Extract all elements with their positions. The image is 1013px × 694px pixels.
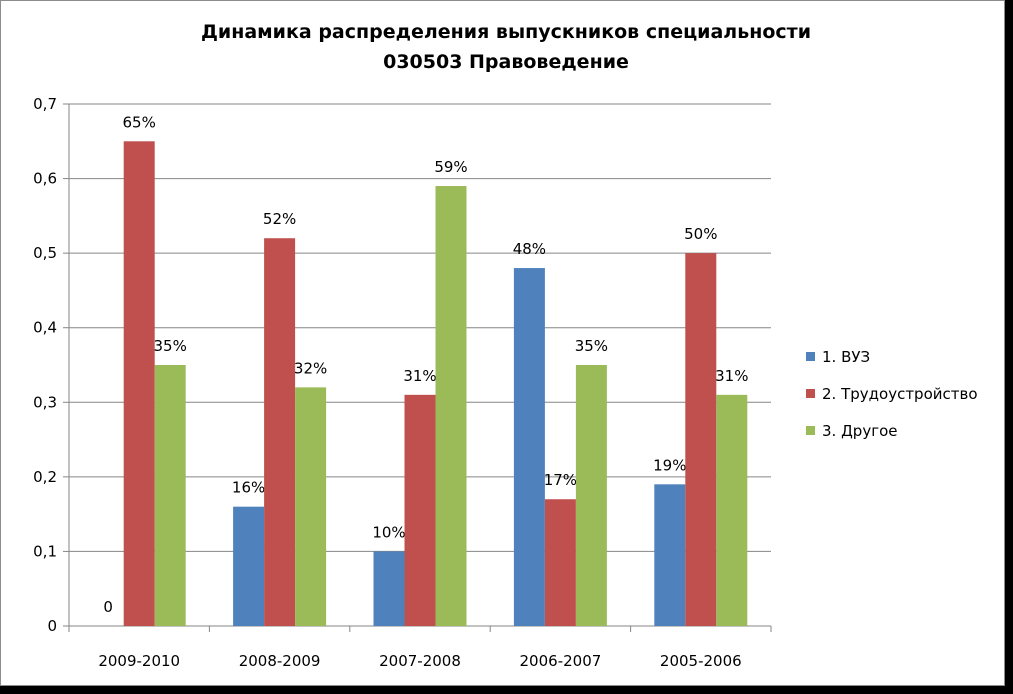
bar <box>295 387 327 626</box>
bar <box>716 394 748 626</box>
legend-label-vuz: 1. ВУЗ <box>822 347 871 366</box>
data-label: 0 <box>103 598 113 616</box>
category-label: 2006-2007 <box>520 652 602 670</box>
bar <box>373 551 405 626</box>
data-label: 35% <box>154 337 187 355</box>
legend-item-other: 3. Другое <box>806 412 978 449</box>
legend-label-other: 3. Другое <box>822 421 898 440</box>
y-tick-label: 0,6 <box>33 170 57 188</box>
data-label: 52% <box>263 210 296 228</box>
legend: 1. ВУЗ 2. Трудоустройство 3. Другое <box>806 338 978 449</box>
data-label: 35% <box>575 337 608 355</box>
data-label: 16% <box>232 479 265 497</box>
y-tick-label: 0,1 <box>33 542 57 560</box>
chart-title-line-1: Динамика распределения выпускников специ… <box>200 21 812 43</box>
y-tick-label: 0,4 <box>33 319 57 337</box>
data-label: 59% <box>434 158 467 176</box>
legend-swatch-vuz <box>806 352 815 361</box>
bar <box>123 141 155 627</box>
data-label: 65% <box>123 113 156 131</box>
data-label: 50% <box>684 225 717 243</box>
bar <box>404 394 436 626</box>
legend-item-employment: 2. Трудоустройство <box>806 375 978 412</box>
data-label: 31% <box>403 367 436 385</box>
y-tick-label: 0,2 <box>33 468 57 486</box>
bar <box>685 253 717 626</box>
legend-swatch-other <box>806 426 815 435</box>
category-label: 2008-2009 <box>239 652 321 670</box>
data-label: 19% <box>653 456 686 474</box>
bar <box>154 365 186 626</box>
data-label: 32% <box>294 359 327 377</box>
data-label: 48% <box>513 240 546 258</box>
bar <box>575 365 607 626</box>
legend-label-employment: 2. Трудоустройство <box>822 384 978 403</box>
y-tick-label: 0 <box>47 617 57 635</box>
bar <box>544 499 576 626</box>
legend-swatch-employment <box>806 389 815 398</box>
data-label: 31% <box>715 367 748 385</box>
bar <box>233 506 265 626</box>
data-label: 10% <box>372 523 405 541</box>
chart-title: Динамика распределения выпускников специ… <box>71 17 941 77</box>
chart-title-line-2: 030503 Правоведение <box>383 51 629 73</box>
legend-item-vuz: 1. ВУЗ <box>806 338 978 375</box>
bar <box>654 484 686 626</box>
category-label: 2009-2010 <box>98 652 180 670</box>
category-label: 2005-2006 <box>660 652 742 670</box>
data-label: 17% <box>544 471 577 489</box>
bar <box>513 268 545 626</box>
y-tick-label: 0,3 <box>33 393 57 411</box>
y-tick-label: 0,5 <box>33 244 57 262</box>
bar <box>435 186 467 626</box>
category-label: 2007-2008 <box>379 652 461 670</box>
y-tick-label: 0,7 <box>33 95 57 113</box>
bar <box>264 238 296 626</box>
